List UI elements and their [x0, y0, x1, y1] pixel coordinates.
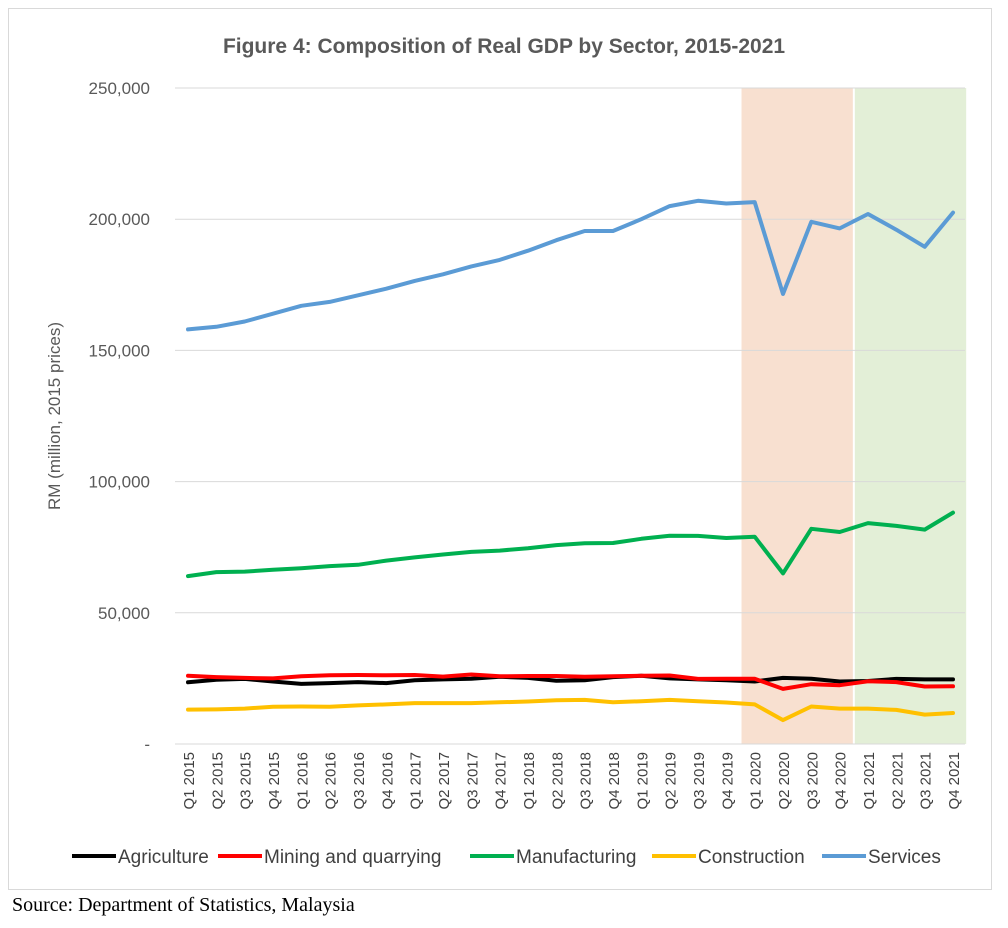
x-tick-label: Q1 2020 — [748, 752, 765, 810]
x-tick-label: Q4 2019 — [719, 752, 736, 810]
y-axis-ticks: - 50,000 100,000 150,000 200,000 250,000 — [89, 79, 150, 754]
x-tick-label: Q3 2016 — [351, 752, 368, 810]
y-tick-label: 150,000 — [89, 341, 150, 360]
gridlines — [175, 87, 965, 745]
legend-label-agriculture: Agriculture — [118, 847, 209, 868]
x-tick-label: Q1 2015 — [181, 752, 198, 810]
series-line-mining-and-quarrying — [186, 672, 955, 691]
line-chart: Figure 4: Composition of Real GDP by Sec… — [45, 35, 967, 868]
y-tick-label: 250,000 — [89, 79, 150, 98]
shaded-periods — [741, 88, 967, 744]
series-line-construction — [186, 697, 955, 723]
series-lines — [186, 198, 955, 723]
x-tick-label: Q2 2015 — [209, 752, 226, 810]
source-note: Source: Department of Statistics, Malays… — [12, 894, 355, 916]
series-line-agriculture — [186, 673, 955, 686]
x-tick-label: Q3 2017 — [464, 752, 481, 810]
x-tick-label: Q2 2021 — [889, 752, 906, 810]
x-tick-label: Q4 2021 — [946, 752, 963, 810]
y-tick-label: 100,000 — [89, 473, 150, 492]
chart-title: Figure 4: Composition of Real GDP by Sec… — [223, 35, 785, 58]
legend-label-construction: Construction — [698, 847, 805, 868]
x-tick-label: Q2 2020 — [776, 752, 793, 810]
y-tick-label: - — [144, 735, 150, 754]
shaded-period-1 — [741, 88, 853, 744]
x-tick-label: Q2 2018 — [549, 752, 566, 810]
x-tick-label: Q3 2018 — [578, 752, 595, 810]
series-line-manufacturing — [186, 510, 955, 579]
x-tick-label: Q1 2018 — [521, 752, 538, 810]
x-tick-label: Q2 2016 — [323, 752, 340, 810]
x-tick-label: Q2 2019 — [663, 752, 680, 810]
x-tick-label: Q4 2015 — [266, 752, 283, 810]
x-tick-label: Q4 2016 — [379, 752, 396, 810]
series-line-services — [186, 198, 955, 332]
x-tick-label: Q4 2020 — [833, 752, 850, 810]
x-tick-label: Q3 2020 — [804, 752, 821, 810]
x-tick-label: Q1 2017 — [408, 752, 425, 810]
x-tick-label: Q1 2016 — [294, 752, 311, 810]
y-tick-label: 50,000 — [98, 604, 150, 623]
x-tick-label: Q1 2019 — [634, 752, 651, 810]
x-tick-label: Q2 2017 — [436, 752, 453, 810]
x-tick-label: Q4 2017 — [493, 752, 510, 810]
legend: Agriculture Mining and quarrying Manufactu… — [72, 847, 941, 868]
x-axis-ticks: Q1 2015 Q2 2015 Q3 2015 Q4 2015 Q1 2016 Q2 20… — [181, 752, 963, 810]
legend-label-manufacturing: Manufacturing — [516, 847, 636, 868]
x-tick-label: Q3 2021 — [918, 752, 935, 810]
x-tick-label: Q3 2015 — [238, 752, 255, 810]
y-axis-label: RM (million, 2015 prices) — [45, 322, 64, 510]
shaded-period-2 — [854, 88, 967, 744]
y-tick-label: 200,000 — [89, 210, 150, 229]
legend-label-mining-and-quarrying: Mining and quarrying — [264, 847, 441, 868]
legend-label-services: Services — [868, 847, 941, 868]
x-tick-label: Q3 2019 — [691, 752, 708, 810]
x-tick-label: Q4 2018 — [606, 752, 623, 810]
x-tick-label: Q1 2021 — [861, 752, 878, 810]
